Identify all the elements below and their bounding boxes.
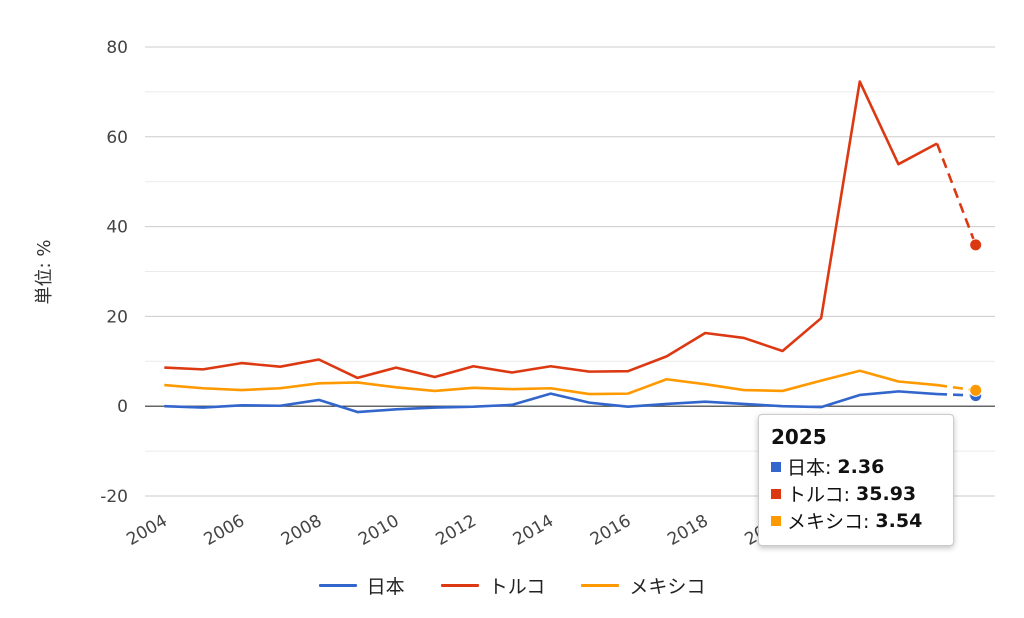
x-tick-label: 2004 xyxy=(123,511,170,550)
tooltip-label: トルコ: xyxy=(787,484,851,506)
tooltip: 2025 日本: 2.36 トルコ: 35.93 メキシコ: 3.54 xyxy=(758,414,954,546)
series-line[interactable] xyxy=(164,80,938,380)
x-tick-label: 2008 xyxy=(278,511,325,550)
y-tick-label: -20 xyxy=(100,487,128,507)
legend-label: トルコ xyxy=(488,576,546,598)
y-tick-label: 80 xyxy=(106,38,128,58)
legend-item-turkey[interactable]: トルコ xyxy=(440,572,546,599)
tooltip-row-mexico: メキシコ: 3.54 xyxy=(771,507,941,534)
legend-swatch-turkey xyxy=(440,584,479,587)
x-tick-label: 2018 xyxy=(664,511,711,550)
x-tick-label: 2016 xyxy=(587,511,634,550)
tooltip-row-japan: 日本: 2.36 xyxy=(771,453,941,480)
legend-swatch-mexico xyxy=(581,584,620,587)
tooltip-swatch xyxy=(771,461,781,472)
gridlines xyxy=(145,46,995,497)
tooltip-value: 3.54 xyxy=(875,509,923,532)
y-tick-label: 0 xyxy=(117,397,128,417)
x-tick-label: 2012 xyxy=(432,511,479,550)
tooltip-value: 2.36 xyxy=(837,455,885,478)
tooltip-label: メキシコ: xyxy=(787,511,870,533)
legend-label: 日本 xyxy=(366,576,405,598)
legend-label: メキシコ xyxy=(629,576,706,598)
tooltip-value: 35.93 xyxy=(856,482,917,505)
x-tick-label: 2014 xyxy=(510,511,557,550)
series-highlight-point[interactable] xyxy=(969,383,983,397)
x-tick-label: 2006 xyxy=(201,511,248,550)
series-line[interactable] xyxy=(164,390,938,414)
tooltip-swatch xyxy=(771,488,781,499)
tooltip-swatch xyxy=(771,515,781,526)
tooltip-row-turkey: トルコ: 35.93 xyxy=(771,480,941,507)
x-axis-ticks: 200420062008201020122014201620182020 xyxy=(123,511,789,550)
y-axis-label: 単位: % xyxy=(34,240,55,305)
x-tick-label: 2010 xyxy=(355,511,402,550)
series-forecast-line[interactable] xyxy=(935,143,977,246)
y-axis-ticks: 80 60 40 20 0 -20 xyxy=(100,38,128,507)
legend-item-mexico[interactable]: メキシコ xyxy=(581,572,705,599)
legend-swatch-japan xyxy=(318,584,357,587)
series-lines[interactable] xyxy=(164,80,983,414)
legend: 日本 トルコ メキシコ xyxy=(0,572,1024,599)
series-highlight-point[interactable] xyxy=(969,238,983,252)
tooltip-label: 日本: xyxy=(787,457,832,479)
series-line[interactable] xyxy=(164,369,938,396)
y-tick-label: 20 xyxy=(106,307,128,327)
y-tick-label: 40 xyxy=(106,218,128,238)
y-tick-label: 60 xyxy=(106,128,128,148)
tooltip-title: 2025 xyxy=(771,425,827,449)
legend-item-japan[interactable]: 日本 xyxy=(318,572,405,599)
